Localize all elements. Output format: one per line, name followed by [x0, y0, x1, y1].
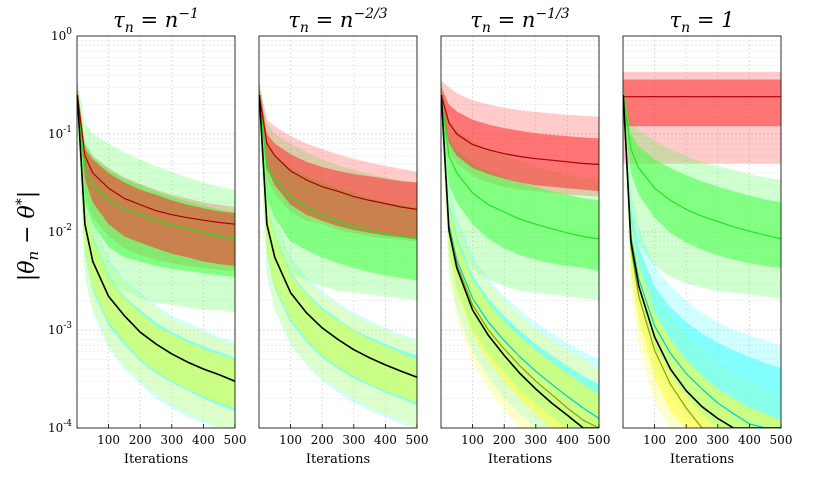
- x-tick-label: 300: [524, 433, 547, 447]
- cyan-median-line: [623, 94, 781, 428]
- series-group: [77, 80, 235, 428]
- red-median-line: [77, 94, 235, 225]
- x-tick-label: 500: [224, 433, 247, 447]
- x-tick-label: 400: [738, 433, 761, 447]
- y-tick-label: 10-1: [48, 125, 72, 141]
- x-tick-label: 100: [97, 433, 120, 447]
- x-tick-label: 100: [279, 433, 302, 447]
- panel-title: τn = 1: [670, 8, 735, 36]
- red-median-line: [259, 94, 417, 210]
- x-axis-label: Iterations: [306, 452, 370, 467]
- panel-title: τn = n−2/3: [288, 6, 387, 36]
- red-band-inner: [77, 87, 235, 266]
- cyan-band-outer: [77, 80, 235, 428]
- x-axis-label: Iterations: [124, 452, 188, 467]
- red-median-line: [441, 94, 599, 165]
- x-tick-label: 200: [493, 433, 516, 447]
- black-median-line: [623, 94, 781, 428]
- x-axis-label: Iterations: [488, 452, 552, 467]
- x-tick-label: 500: [588, 433, 611, 447]
- red-band-inner: [259, 87, 417, 239]
- series-group: [623, 71, 781, 428]
- black-median-line: [259, 94, 417, 378]
- red-band-inner: [441, 87, 599, 192]
- green-median-line: [623, 94, 781, 240]
- axes-frame: [76, 35, 236, 429]
- x-tick-label: 400: [192, 433, 215, 447]
- black-median-line: [441, 94, 599, 428]
- x-tick-label: 200: [675, 433, 698, 447]
- black-median-line: [77, 94, 235, 382]
- y-tick-label: 10-3: [48, 321, 72, 337]
- x-tick-label: 100: [643, 433, 666, 447]
- panel-1: 100 200 300 400 500 Iterations 100 10-1 10-2 10-3…: [48, 6, 247, 467]
- panels: 100 200 300 400 500 Iterations 100 10-1 10-2 10-3…: [48, 6, 793, 467]
- x-tick-label: 500: [406, 433, 429, 447]
- panel-title: τn = n−1/3: [470, 6, 569, 36]
- x-tick-label: 100: [461, 433, 484, 447]
- red-band-inner: [623, 79, 781, 127]
- yellow-band-inner: [259, 87, 417, 403]
- green-median-line: [77, 94, 235, 240]
- x-tick-label: 300: [160, 433, 183, 447]
- axes-frame: [258, 35, 418, 429]
- x-tick-label: 300: [342, 433, 365, 447]
- axes-frame: [440, 35, 600, 429]
- y-tick-label: 10-4: [48, 419, 72, 435]
- yellow-median-line: [623, 94, 781, 428]
- y-tick-label: 10-2: [48, 223, 72, 239]
- axes-frame: [622, 35, 782, 429]
- panel-3: 100 200 300 400 500 Iterations τn = n−1/3: [440, 6, 611, 467]
- yellow-band-outer: [77, 80, 235, 428]
- x-tick-label: 300: [706, 433, 729, 447]
- x-tick-label: 400: [374, 433, 397, 447]
- green-median-line: [259, 94, 417, 240]
- panel-title: τn = n−1: [113, 6, 199, 36]
- y-axis-label: |θn − θ*|: [14, 191, 42, 281]
- panel-4: 100 200 300 400 500 Iterations τn = 1: [622, 8, 793, 467]
- x-axis-label: Iterations: [670, 452, 734, 467]
- x-tick-label: 500: [770, 433, 793, 447]
- yellow-band-inner: [441, 87, 599, 428]
- green-band-inner: [623, 87, 781, 268]
- cyan-median-line: [441, 94, 599, 419]
- x-tick-label: 200: [311, 433, 334, 447]
- green-band-inner: [441, 87, 599, 271]
- series-group: [259, 80, 417, 428]
- yellow-band-inner: [77, 87, 235, 408]
- y-tick-label: 100: [51, 27, 72, 43]
- series-group: [441, 80, 599, 428]
- yellow-band-inner: [623, 87, 781, 428]
- x-tick-label: 400: [556, 433, 579, 447]
- x-tick-label: 200: [129, 433, 152, 447]
- green-median-line: [441, 94, 599, 240]
- panel-2: 100 200 300 400 500 Iterations τn = n−2/3: [258, 6, 429, 467]
